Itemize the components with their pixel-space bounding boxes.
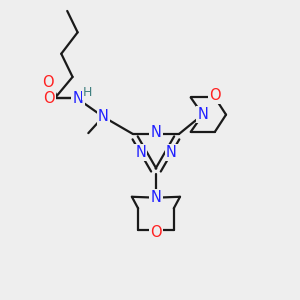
Text: O: O xyxy=(42,75,54,90)
Text: H: H xyxy=(83,86,92,99)
Text: N: N xyxy=(151,125,161,140)
Text: O: O xyxy=(209,88,220,103)
Text: N: N xyxy=(151,190,161,205)
Text: N: N xyxy=(135,145,146,160)
Text: N: N xyxy=(197,107,208,122)
Text: O: O xyxy=(150,225,162,240)
Text: N: N xyxy=(73,91,83,106)
Text: N: N xyxy=(166,145,177,160)
Text: N: N xyxy=(98,109,109,124)
Text: O: O xyxy=(43,91,55,106)
